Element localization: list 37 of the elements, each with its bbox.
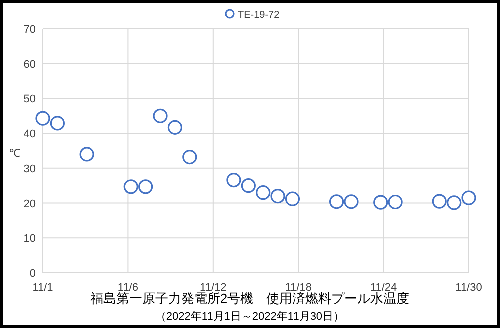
y-tick-label: 60 — [24, 58, 36, 71]
y-tick-label: 50 — [24, 94, 36, 106]
x-tick-label: 11/24 — [370, 282, 398, 294]
y-tick-label: 30 — [24, 163, 36, 176]
point — [329, 194, 344, 210]
y-axis-title: ℃ — [10, 148, 20, 160]
point — [138, 180, 154, 194]
point — [226, 172, 242, 188]
point — [270, 189, 286, 204]
y-tick-label: 40 — [24, 128, 36, 141]
point — [36, 111, 50, 126]
point — [256, 186, 271, 200]
point — [285, 192, 300, 206]
point — [432, 194, 447, 209]
point — [182, 150, 198, 165]
y-tick-label: 20 — [24, 198, 36, 210]
point — [80, 147, 94, 162]
text: （2022年11月1日～2022年11月30日） — [155, 311, 345, 323]
y-tick-label: 10 — [24, 233, 36, 246]
text: 福島第一原子力発電所2号機 使用済燃料プール水温度 — [90, 291, 410, 306]
point — [124, 180, 138, 194]
x-tick-label: 11/1 — [32, 282, 54, 294]
legend-label: TE-19-72 — [238, 10, 280, 21]
point — [241, 178, 256, 194]
point — [374, 195, 388, 210]
x-tick-label: 11/30 — [456, 282, 482, 294]
x-tick-label: 11/12 — [200, 282, 227, 294]
point — [447, 196, 462, 210]
point — [168, 120, 183, 135]
y-tick-label: 70 — [24, 24, 36, 36]
y-tick-label: 0 — [30, 268, 36, 280]
point — [462, 190, 476, 206]
point — [153, 108, 168, 124]
point — [344, 194, 359, 210]
point — [388, 194, 403, 210]
x-tick-label: 11/6 — [118, 282, 138, 294]
point — [50, 116, 65, 131]
